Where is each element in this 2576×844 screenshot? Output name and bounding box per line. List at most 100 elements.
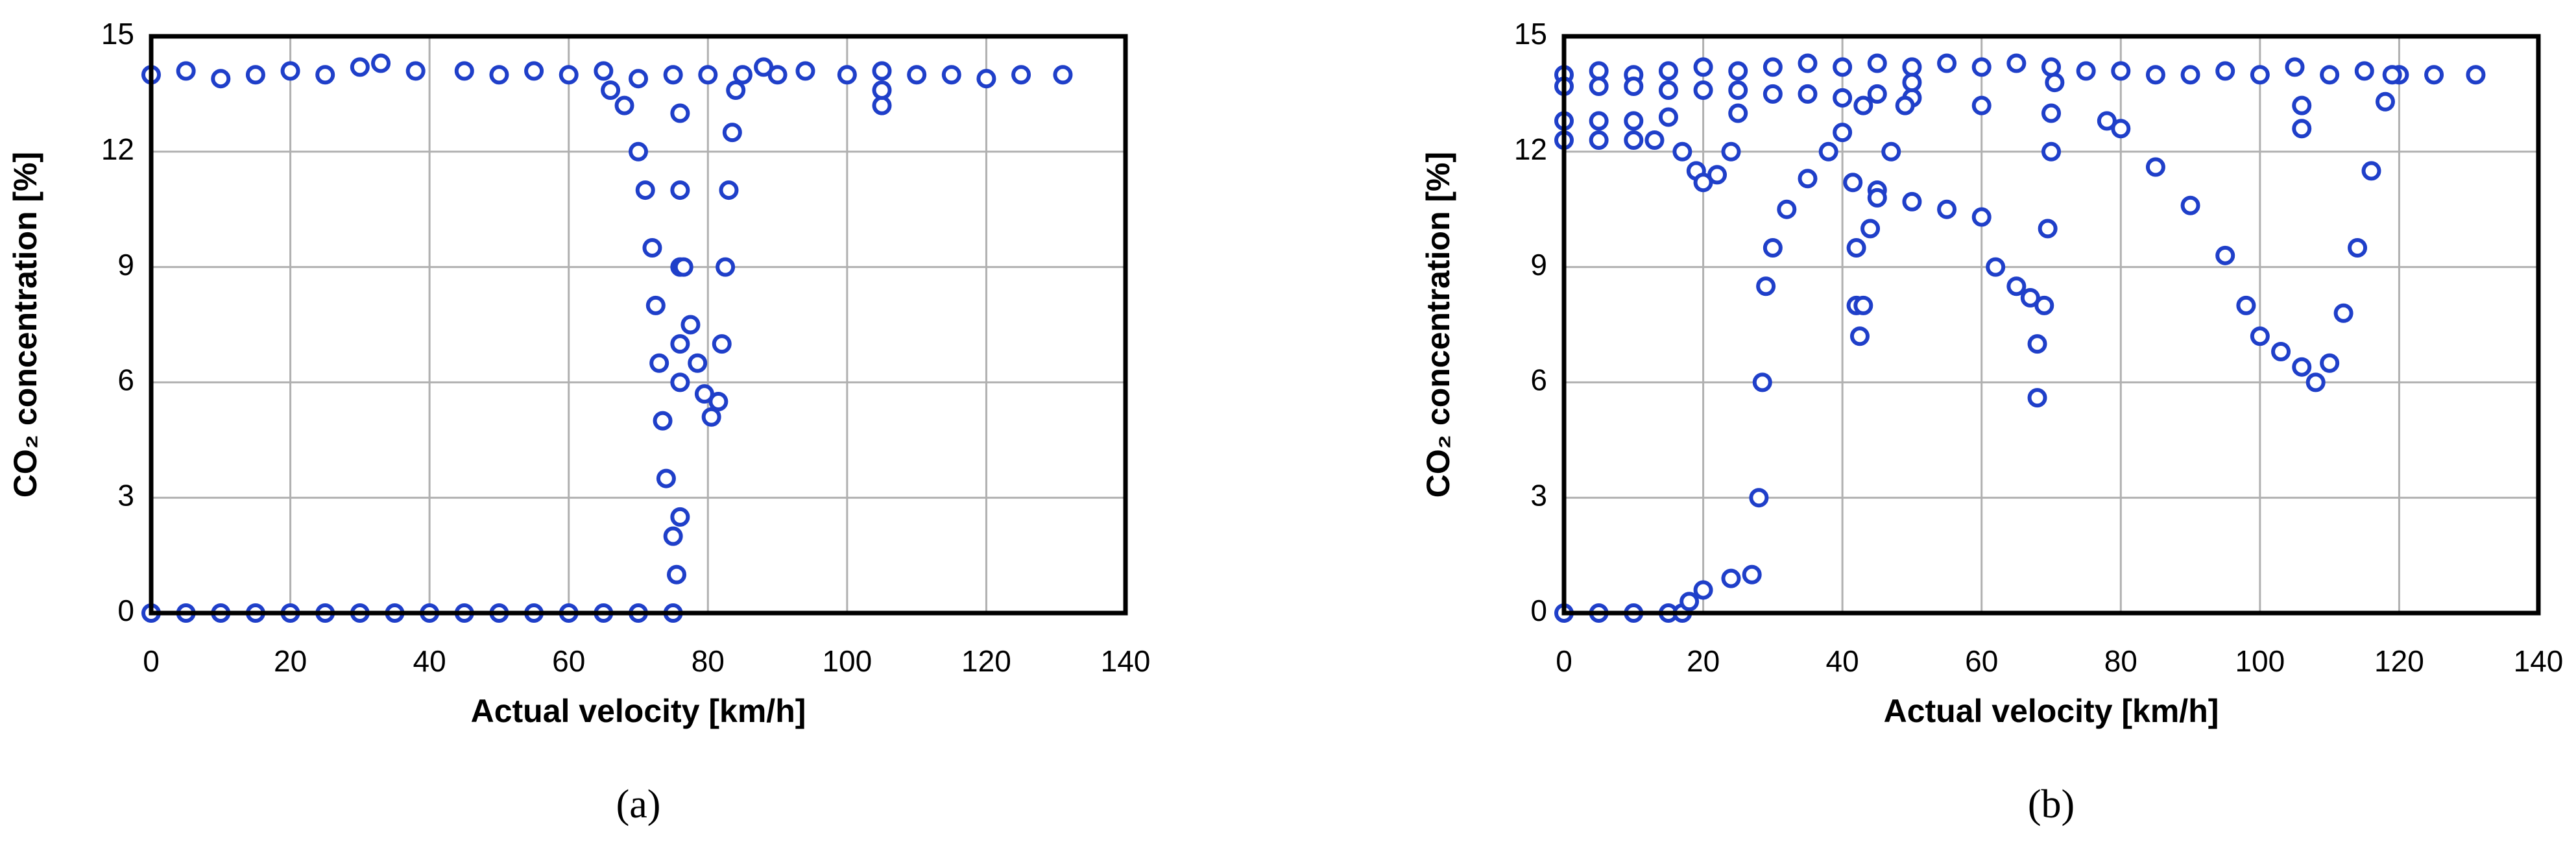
caption: (a) xyxy=(616,782,661,826)
data-point xyxy=(1902,73,1922,93)
data-point xyxy=(1818,141,1838,162)
data-point xyxy=(1728,80,1748,100)
data-point xyxy=(1658,80,1678,100)
data-point xyxy=(754,57,774,77)
data-point xyxy=(2038,219,2058,239)
x-tick-label: 80 xyxy=(2104,644,2137,678)
data-point xyxy=(2466,65,2486,85)
data-point xyxy=(315,65,335,85)
data-point xyxy=(489,65,509,85)
data-point xyxy=(1853,95,1873,115)
data-point xyxy=(1971,95,1992,115)
y-axis-label: CO₂ concentration [%] xyxy=(1420,152,1456,498)
plot-border xyxy=(1561,34,2541,616)
x-tick-label: 80 xyxy=(692,644,725,678)
data-point xyxy=(629,141,648,162)
x-tick-label: 0 xyxy=(1556,644,1572,678)
data-point xyxy=(2145,157,2165,177)
data-point xyxy=(2292,95,2312,115)
data-point xyxy=(837,65,857,85)
data-point xyxy=(1658,107,1678,127)
data-point xyxy=(726,80,746,100)
x-tick-label: 20 xyxy=(1687,644,1720,678)
x-tick-label: 60 xyxy=(552,644,585,678)
data-point xyxy=(1658,61,1678,81)
x-tick-label: 120 xyxy=(961,644,1011,678)
data-point xyxy=(176,61,196,81)
data-point xyxy=(941,65,961,85)
chart: 0 20 40 60 80 100 120 140 0 3 6 9 12 15 Actual velocit… xyxy=(7,17,1150,826)
x-tick-label: 140 xyxy=(1101,644,1151,678)
x-tick-label: 100 xyxy=(822,644,872,678)
data-point xyxy=(2361,161,2381,181)
data-point xyxy=(1867,53,1887,73)
data-point xyxy=(872,80,892,100)
data-point xyxy=(2006,276,2027,296)
data-point xyxy=(245,65,265,85)
data-point xyxy=(1833,88,1853,108)
data-point xyxy=(663,65,683,85)
data-point xyxy=(2320,65,2340,85)
data-point xyxy=(1860,219,1881,239)
data-point xyxy=(1693,80,1713,100)
data-point xyxy=(2111,119,2131,139)
data-point xyxy=(2250,65,2270,85)
data-point xyxy=(2041,141,2061,162)
data-point xyxy=(1853,295,1873,315)
x-axis-label: Actual velocity [km/h] xyxy=(1884,693,2219,729)
data-point xyxy=(767,65,788,85)
data-point xyxy=(1589,77,1609,97)
data-point xyxy=(708,392,728,412)
data-point xyxy=(872,61,892,81)
data-point xyxy=(1679,592,1700,612)
y-tick-label: 15 xyxy=(101,17,134,51)
data-point xyxy=(712,334,732,354)
data-point xyxy=(1624,130,1644,151)
data-point xyxy=(1672,141,1692,162)
y-tick-label: 3 xyxy=(117,478,134,512)
data-point xyxy=(1752,372,1772,392)
data-point xyxy=(371,53,391,73)
data-point xyxy=(722,123,742,143)
data-point xyxy=(2076,61,2096,81)
chart: 0 20 40 60 80 100 120 140 0 3 6 9 12 15 Actual velocit… xyxy=(1420,17,2563,826)
data-point xyxy=(280,61,300,81)
y-axis-label: CO₂ concentration [%] xyxy=(7,152,43,498)
data-point xyxy=(2215,245,2235,265)
data-point xyxy=(670,180,690,200)
data-point xyxy=(1971,57,1992,77)
y-tick-label: 12 xyxy=(1514,132,1547,166)
y-tick-label: 9 xyxy=(117,248,134,282)
data-point xyxy=(2320,353,2340,373)
data-point xyxy=(405,61,426,81)
data-point xyxy=(2180,65,2200,85)
y-tick-label: 6 xyxy=(117,363,134,397)
data-point xyxy=(1902,57,1922,77)
data-point xyxy=(656,468,676,488)
x-tick-label: 40 xyxy=(1826,644,1859,678)
data-point xyxy=(1624,111,1644,131)
x-tick-label: 60 xyxy=(1965,644,1998,678)
data-point xyxy=(2250,326,2270,346)
data-point xyxy=(1867,187,1887,208)
data-point xyxy=(1693,173,1713,193)
y-tick-label: 0 xyxy=(117,594,134,627)
data-point xyxy=(701,407,721,427)
data-point xyxy=(2027,334,2047,354)
data-point xyxy=(907,65,927,85)
data-point xyxy=(976,69,996,89)
data-point xyxy=(1798,84,1818,104)
data-point xyxy=(1721,141,1741,162)
data-point xyxy=(1589,130,1609,151)
data-point xyxy=(2292,357,2312,377)
data-point xyxy=(601,80,621,100)
data-point xyxy=(1624,77,1644,97)
data-point xyxy=(1798,53,1818,73)
data-point xyxy=(2215,61,2235,81)
x-tick-label: 0 xyxy=(143,644,160,678)
y-tick-label: 12 xyxy=(101,132,134,166)
data-point xyxy=(1728,103,1748,123)
data-point xyxy=(670,334,690,354)
data-point xyxy=(1798,169,1818,189)
